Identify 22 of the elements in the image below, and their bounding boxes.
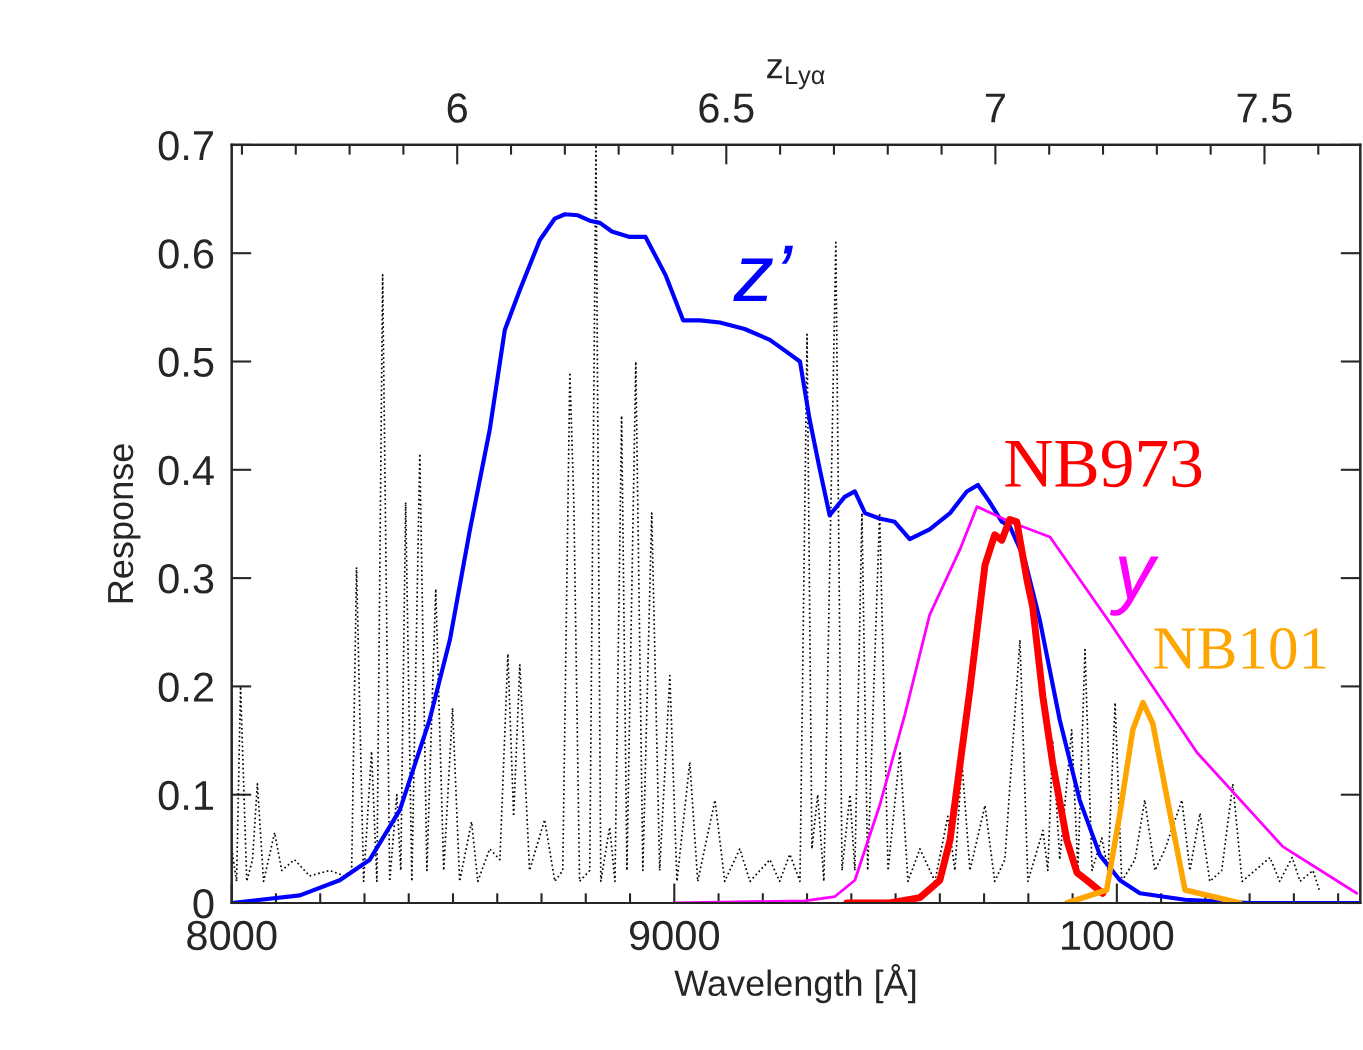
series-label: y [1109, 556, 1159, 616]
y-tick-label: 0.2 [158, 672, 213, 702]
x-tick-label: 8000 [187, 920, 277, 951]
y-tick-label: 0.1 [158, 780, 214, 811]
y-tick-label: 0.6 [158, 239, 214, 269]
x2-tick-label: 7 [985, 93, 1005, 123]
series-label: z’ [733, 245, 793, 302]
y-tick-label: 0 [193, 889, 214, 919]
x2-tick-label: 6.5 [699, 93, 754, 123]
series-label: NB973 [1005, 440, 1202, 488]
y-axis-title: Response [108, 444, 141, 603]
y-tick-label: 0.7 [158, 130, 213, 161]
x2-tick-label: 7.5 [1237, 93, 1292, 123]
y-tick-label: 0.4 [158, 455, 214, 486]
x-tick-label: 9000 [629, 920, 720, 951]
series-label: NB101 [1154, 627, 1326, 670]
y-tick-label: 0.3 [158, 564, 214, 594]
x2-axis-title: z$_{Lyα}$ [767, 59, 825, 90]
x-axis-title: Wavelength [Å] [674, 964, 916, 1004]
x-tick-label: 10000 [1062, 920, 1174, 951]
y-tick-label: 0.5 [158, 347, 214, 378]
x2-tick-label: 6 [447, 93, 467, 123]
